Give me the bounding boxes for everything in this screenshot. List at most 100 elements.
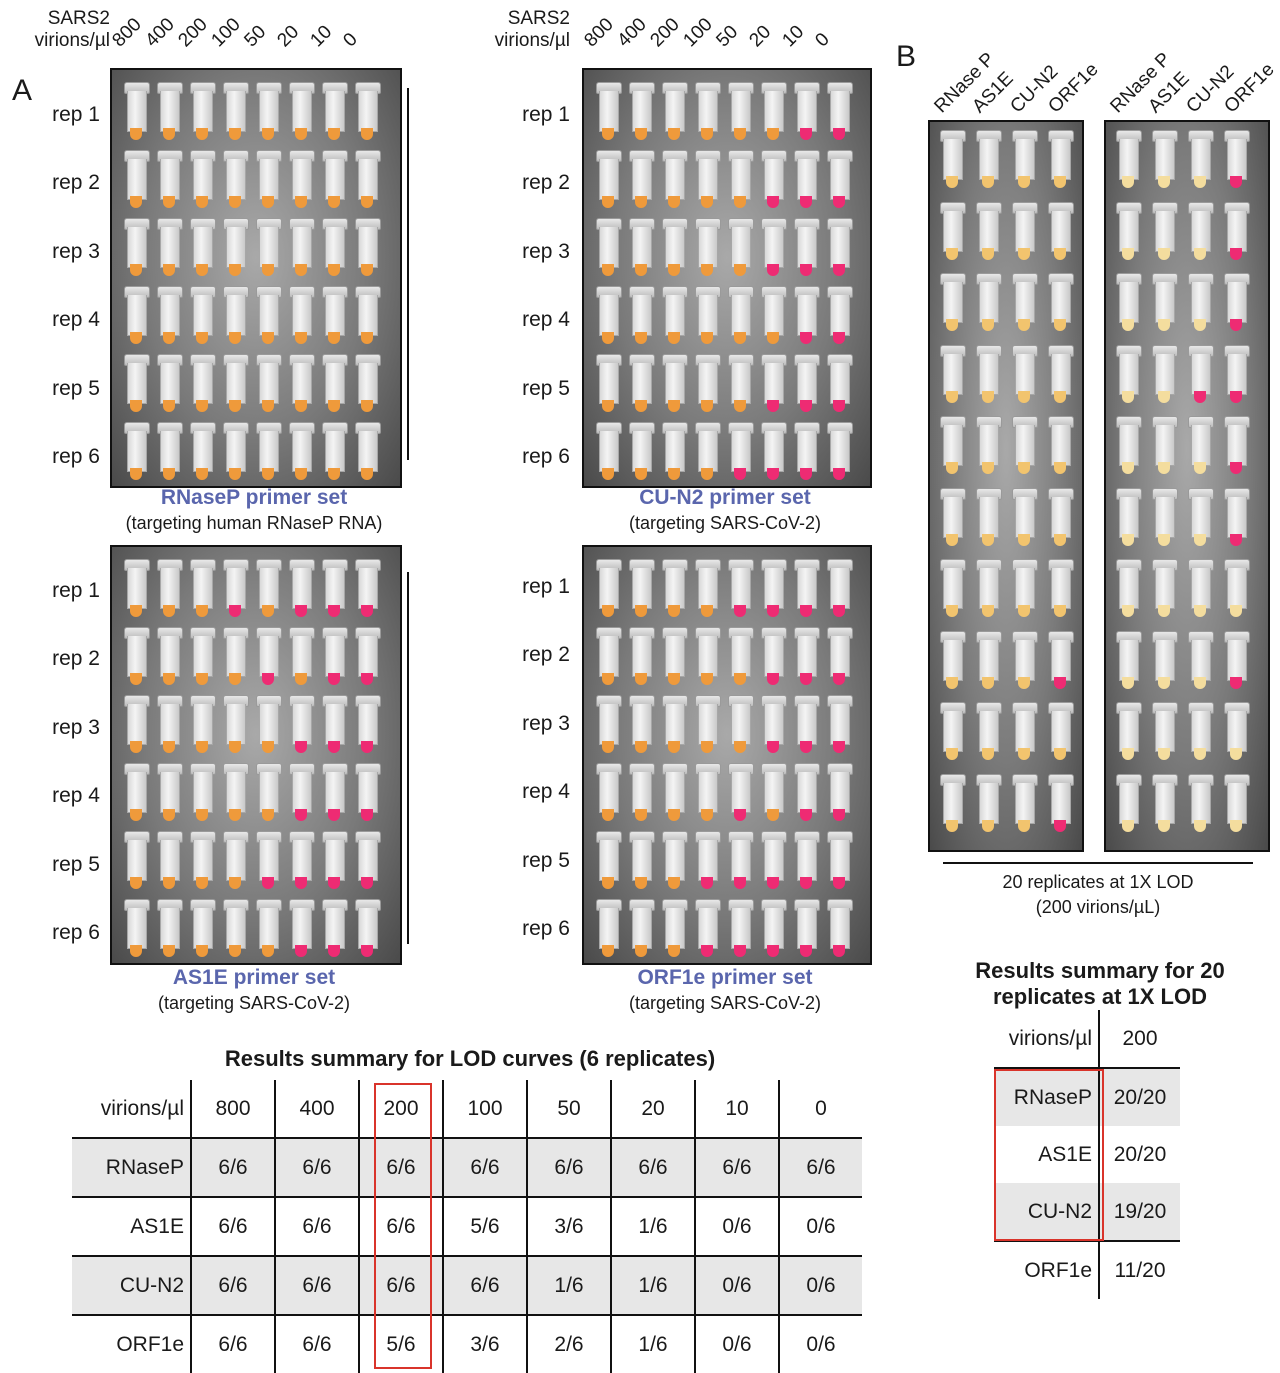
- tube: [1154, 202, 1174, 260]
- tube: [697, 831, 717, 889]
- rep-label: rep 2: [40, 647, 100, 671]
- tube-reaction: [1054, 462, 1066, 474]
- tube-reaction: [833, 264, 845, 276]
- tube: [796, 559, 816, 617]
- tube-body: [764, 159, 784, 200]
- tube: [159, 899, 179, 957]
- tube: [1118, 202, 1138, 260]
- tube-body: [292, 363, 312, 404]
- tube: [357, 899, 377, 957]
- tube: [664, 763, 684, 821]
- tube-reaction: [229, 196, 241, 208]
- tube: [730, 150, 750, 208]
- tube-reaction: [1194, 391, 1206, 403]
- tube-body: [1051, 568, 1071, 609]
- tube-reaction: [361, 605, 373, 617]
- tube: [324, 899, 344, 957]
- tube-body: [292, 227, 312, 268]
- tube: [829, 218, 849, 276]
- tube-reaction: [701, 332, 713, 344]
- tube-body: [1015, 425, 1035, 466]
- tube-reaction: [295, 809, 307, 821]
- tube-reaction: [1230, 462, 1242, 474]
- panel-b-summary-title-line2: replicates at 1X LOD: [930, 984, 1270, 1010]
- tube-body: [292, 704, 312, 745]
- tube: [598, 422, 618, 480]
- tube: [631, 354, 651, 412]
- tube-reaction: [328, 877, 340, 889]
- tube: [1190, 202, 1210, 260]
- tube-reaction: [833, 128, 845, 140]
- tube-body: [193, 91, 213, 132]
- tube: [664, 627, 684, 685]
- tube-body: [358, 636, 378, 677]
- tube-body: [358, 840, 378, 881]
- tube-body: [698, 227, 718, 268]
- tube-body: [599, 908, 619, 949]
- tube: [829, 695, 849, 753]
- concentration-label: 0: [339, 29, 362, 52]
- tube-reaction: [767, 196, 779, 208]
- tube: [1118, 345, 1138, 403]
- tube: [697, 695, 717, 753]
- tube-body: [259, 159, 279, 200]
- tube-reaction: [767, 264, 779, 276]
- tube-body: [599, 159, 619, 200]
- tube-reaction: [361, 809, 373, 821]
- tube-reaction: [130, 605, 142, 617]
- tube: [225, 354, 245, 412]
- tube-reaction: [668, 332, 680, 344]
- tube-body: [764, 431, 784, 472]
- tube-body: [943, 425, 963, 466]
- tube-reaction: [734, 196, 746, 208]
- tube: [697, 150, 717, 208]
- tube: [763, 422, 783, 480]
- tube-reaction: [163, 128, 175, 140]
- tube-reaction: [130, 741, 142, 753]
- tube-reaction: [767, 673, 779, 685]
- tube-body: [698, 636, 718, 677]
- tube-reaction: [635, 128, 647, 140]
- tube: [763, 286, 783, 344]
- tube-body: [764, 91, 784, 132]
- tube-body: [698, 568, 718, 609]
- tube-reaction: [295, 128, 307, 140]
- tube: [1014, 488, 1034, 546]
- tube-reaction: [1230, 820, 1242, 832]
- tube: [159, 559, 179, 617]
- tube-reaction: [668, 264, 680, 276]
- tube-reaction: [946, 748, 958, 760]
- tube: [1118, 488, 1138, 546]
- tube-reaction: [833, 196, 845, 208]
- tube: [697, 286, 717, 344]
- tube-reaction: [1194, 176, 1206, 188]
- tube-body: [665, 568, 685, 609]
- tube-body: [1119, 425, 1139, 466]
- tube-body: [599, 295, 619, 336]
- tube-reaction: [229, 877, 241, 889]
- tube-reaction: [982, 462, 994, 474]
- tube: [942, 774, 962, 832]
- tube-reaction: [1158, 319, 1170, 331]
- tube-body: [797, 840, 817, 881]
- tube-reaction: [602, 877, 614, 889]
- tube-reaction: [163, 945, 175, 957]
- tube-body: [292, 772, 312, 813]
- tube-body: [1119, 139, 1139, 180]
- tube: [258, 559, 278, 617]
- tube-reaction: [361, 945, 373, 957]
- panel-b-header-label: virions/µl: [994, 1010, 1099, 1068]
- tube: [664, 559, 684, 617]
- tube: [291, 286, 311, 344]
- tube: [1118, 774, 1138, 832]
- tube-reaction: [833, 468, 845, 480]
- tube: [1190, 488, 1210, 546]
- tube-body: [764, 568, 784, 609]
- tube-body: [830, 840, 850, 881]
- tube-body: [193, 704, 213, 745]
- caption-title-as1e: AS1E primer set: [110, 966, 398, 990]
- tube-reaction: [767, 468, 779, 480]
- tube-body: [127, 704, 147, 745]
- tube: [1050, 273, 1070, 331]
- tube: [225, 218, 245, 276]
